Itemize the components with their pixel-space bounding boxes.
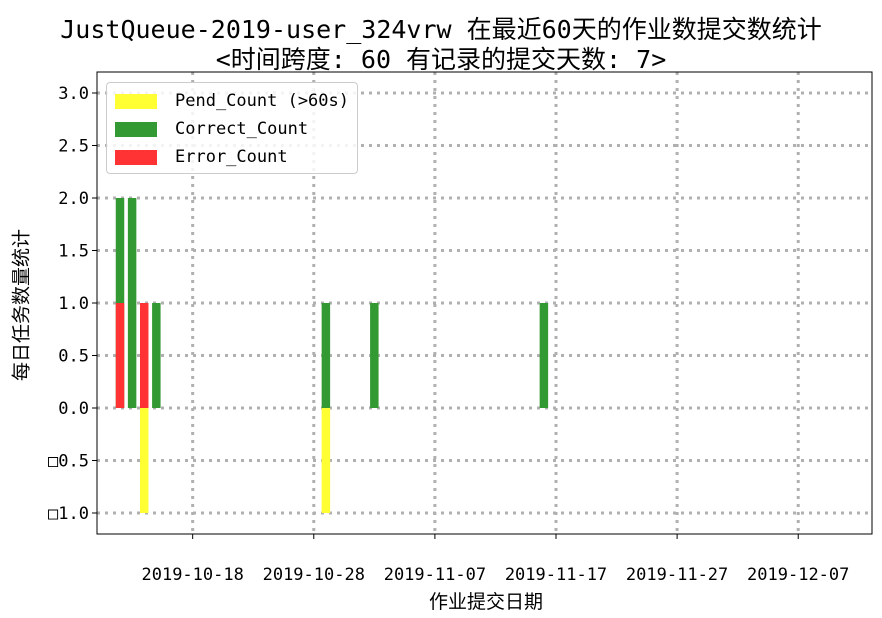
y-tick-label: 0.5 <box>58 347 89 367</box>
legend-label-correct: Correct_Count <box>175 119 309 139</box>
bar-error-count <box>139 303 149 408</box>
y-tick-label: □1.0 <box>48 504 89 524</box>
y-tick-label: 0.0 <box>58 399 89 419</box>
bar-correct-count <box>127 198 137 408</box>
x-axis-label: 作业提交日期 <box>428 591 543 613</box>
legend-label-pend: Pend_Count (>60s) <box>175 91 349 111</box>
y-tick-label: 1.5 <box>58 242 89 262</box>
x-tick-label: 2019-11-17 <box>505 565 607 585</box>
x-tick-label: 2019-12-07 <box>747 565 849 585</box>
legend-swatch-correct <box>115 121 157 137</box>
bar-correct-count <box>370 303 379 408</box>
y-tick-label: 1.0 <box>58 294 89 314</box>
legend-item-pend: Pend_Count (>60s) <box>115 89 349 113</box>
x-tick-label: 2019-11-27 <box>626 565 728 585</box>
chart-title-line1: JustQueue-2019-user_324vrw 在最近60天的作业数提交数… <box>60 15 822 44</box>
bar-pend-count-s <box>139 408 149 513</box>
y-tick-label: □0.5 <box>48 452 89 472</box>
bar-correct-count <box>539 303 549 408</box>
legend-swatch-error <box>115 149 157 165</box>
bar-correct-count <box>321 303 331 408</box>
bar-correct-count <box>152 303 161 408</box>
legend: Pend_Count (>60s) Correct_Count Error_Co… <box>106 82 358 174</box>
legend-item-error: Error_Count <box>115 145 288 169</box>
bar-error-count <box>115 303 125 408</box>
legend-item-correct: Correct_Count <box>115 117 308 141</box>
x-tick-label: 2019-11-07 <box>384 565 486 585</box>
x-tick-label: 2019-10-28 <box>263 565 365 585</box>
y-axis-label: 每日任务数量统计 <box>10 228 33 382</box>
y-tick-label: 2.0 <box>58 189 89 209</box>
x-tick-label: 2019-10-18 <box>141 565 243 585</box>
legend-label-error: Error_Count <box>175 147 288 167</box>
chart-title-line2: <时间跨度: 60 有记录的提交天数: 7> <box>215 45 667 74</box>
legend-swatch-pend <box>115 93 157 109</box>
y-tick-label: 2.5 <box>58 137 89 157</box>
bar-pend-count-s <box>321 408 331 513</box>
y-tick-label: 3.0 <box>58 84 89 104</box>
